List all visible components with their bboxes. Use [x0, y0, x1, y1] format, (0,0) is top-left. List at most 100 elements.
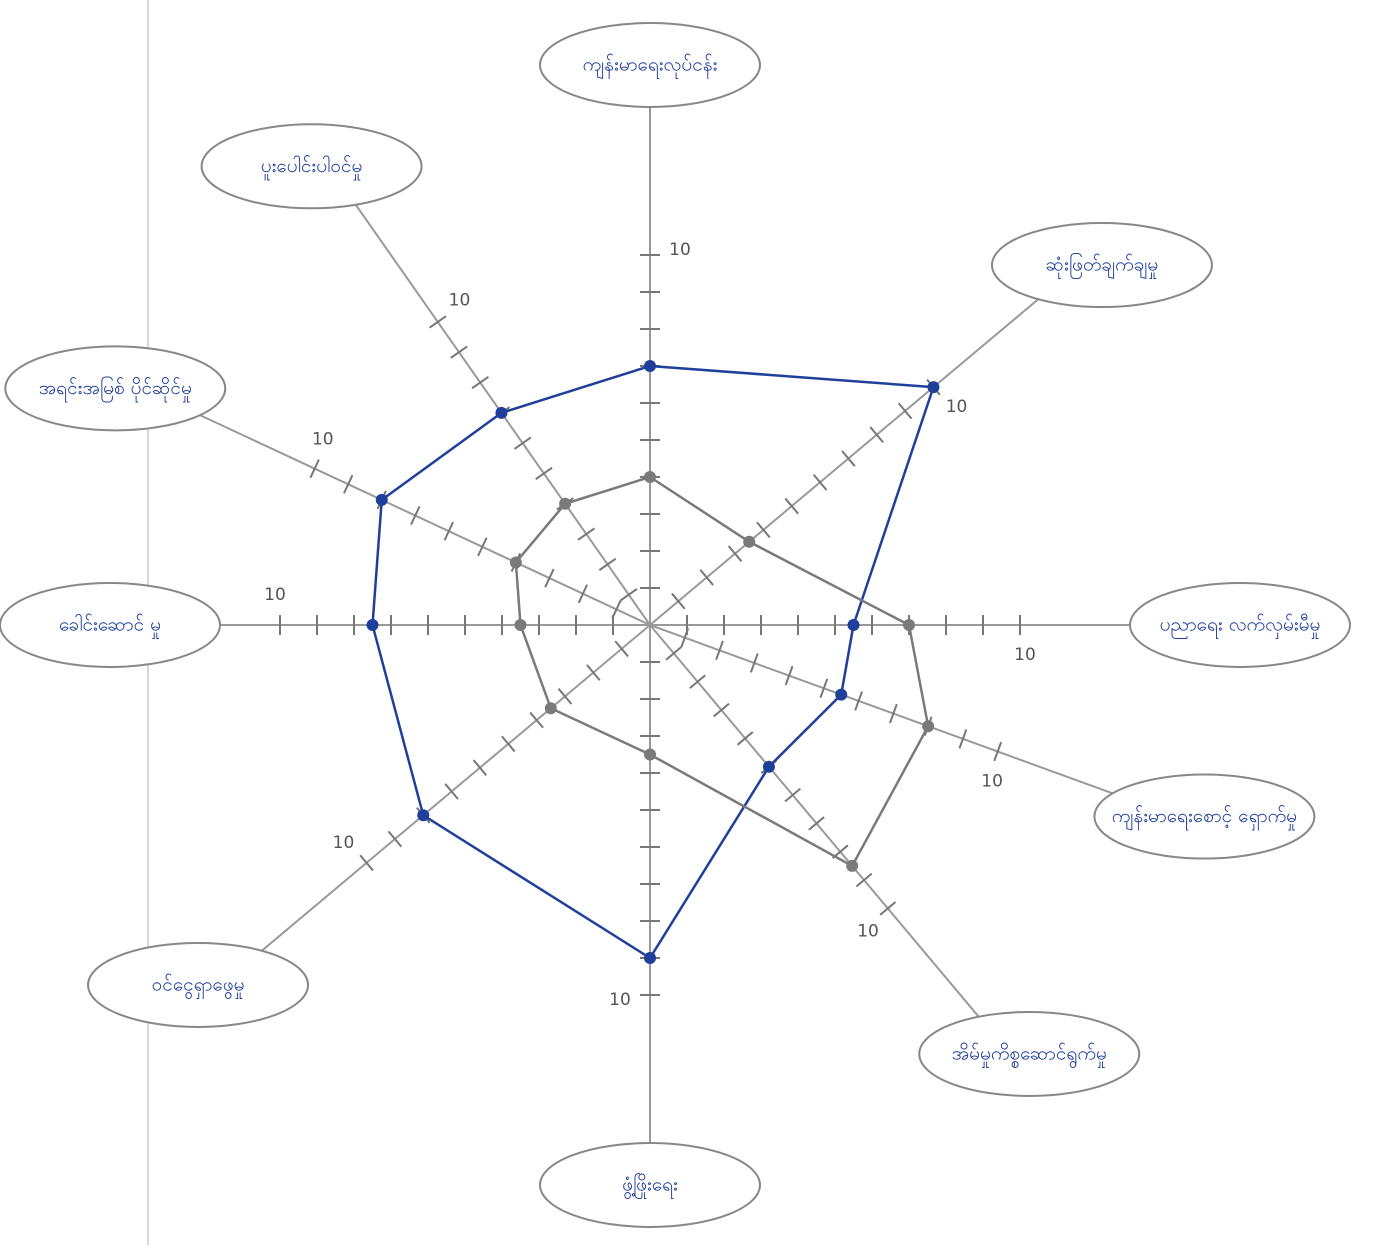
tick-mark — [444, 783, 459, 800]
tick-label: 10 — [312, 429, 334, 449]
tick-mark — [736, 731, 754, 746]
tick-mark — [557, 688, 573, 705]
tick-mark — [577, 584, 589, 604]
tick-mark — [443, 521, 454, 541]
label-cloud — [990, 222, 1213, 309]
tick-mark — [535, 466, 553, 481]
label-cloud — [1129, 582, 1351, 668]
tick-mark — [671, 592, 686, 610]
tick-mark — [513, 436, 532, 450]
tick-mark — [841, 450, 856, 467]
tick-mark — [699, 569, 714, 586]
tick-mark — [477, 537, 488, 557]
tick-mark — [784, 787, 802, 803]
axis-line — [251, 624, 651, 961]
tick-label: 10 — [946, 397, 968, 417]
tick-mark — [611, 599, 622, 619]
axis-label: ဆုံးဖြတ်ချက်ချမှု — [1046, 252, 1159, 280]
axis-label: အရင်းအမြစ် ပိုင်ဆိုင်မှု — [39, 375, 192, 403]
data-point — [366, 619, 379, 631]
label-cloud — [918, 1010, 1141, 1097]
tick-mark — [450, 345, 468, 359]
tick-mark — [471, 375, 489, 390]
tick-label: 10 — [333, 833, 355, 853]
axis-label: ပူးပေါင်းပါဝင်မှု — [261, 154, 363, 181]
data-point — [847, 619, 860, 631]
tick-label: 10 — [1014, 645, 1036, 665]
label-cloud — [0, 582, 221, 668]
series-polygon — [514, 475, 930, 868]
tick-mark — [784, 665, 794, 686]
label-cloud — [1093, 773, 1316, 860]
data-point — [922, 720, 935, 733]
tick-mark — [598, 557, 617, 571]
tick-mark — [529, 711, 544, 729]
data-point — [495, 406, 508, 419]
tick-label: 10 — [449, 291, 471, 311]
tick-mark — [343, 474, 354, 494]
data-point — [846, 859, 859, 872]
data-point — [544, 702, 557, 715]
axis-label: ကျန်းမာရေးလုပ်ငန်း — [583, 53, 718, 80]
label-cloud — [539, 22, 761, 108]
tick-mark — [429, 315, 447, 329]
label-cloud — [539, 1142, 761, 1228]
tick-mark — [854, 691, 863, 711]
tick-label: 10 — [981, 771, 1003, 791]
tick-mark — [410, 506, 421, 526]
tick-mark — [727, 545, 743, 562]
data-point — [835, 688, 848, 701]
tick-mark — [577, 527, 596, 541]
tick-mark — [472, 759, 488, 777]
tick-mark — [713, 702, 730, 718]
data-point — [644, 952, 656, 964]
tick-mark — [715, 640, 724, 661]
tick-mark — [993, 741, 1003, 762]
label-cloud — [87, 941, 310, 1028]
tick-mark — [784, 497, 799, 515]
data-point — [743, 535, 756, 548]
tick-mark — [359, 854, 374, 872]
data-point — [514, 619, 527, 631]
tick-mark — [680, 627, 690, 648]
data-point — [644, 360, 656, 372]
tick-mark — [665, 646, 683, 661]
label-cloud — [4, 345, 227, 432]
data-point — [559, 497, 572, 510]
tick-label: 10 — [609, 990, 631, 1010]
tick-label: 10 — [264, 585, 286, 605]
data-point — [644, 471, 656, 483]
axis-label: အိမ်မှုကိစ္စဆောင်ရွက်မှု — [952, 1041, 1107, 1068]
tick-mark — [309, 459, 320, 479]
tick-mark — [544, 568, 555, 588]
tick-mark — [808, 816, 825, 831]
tick-label: 10 — [669, 240, 691, 260]
tick-mark — [620, 588, 638, 602]
label-cloud — [200, 123, 423, 210]
tick-mark — [869, 426, 884, 444]
tick-mark — [897, 402, 913, 420]
tick-mark — [614, 640, 629, 658]
axis-label: ဝင်ငွေရှာဖွေမှု — [152, 972, 245, 999]
tick-mark — [749, 653, 759, 673]
tick-mark — [889, 703, 898, 724]
tick-mark — [855, 872, 873, 888]
tick-mark — [958, 729, 968, 749]
axis-label: ပညာရေး လက်လှမ်းမီမှု — [1160, 613, 1321, 640]
tick-mark — [501, 735, 516, 753]
tick-label: 10 — [857, 922, 879, 942]
tick-mark — [689, 674, 706, 689]
data-point — [509, 556, 522, 569]
tick-mark — [812, 473, 828, 491]
data-point — [903, 619, 915, 631]
data-point — [927, 381, 940, 394]
data-point — [375, 493, 388, 506]
data-point — [644, 748, 656, 761]
tick-mark — [586, 664, 601, 681]
axis-label: ကျန်းမာရေးစောင့် ရှောက်မှု — [1112, 804, 1297, 831]
tick-mark — [756, 521, 771, 539]
tick-mark — [387, 830, 403, 848]
axis-label: ခေါင်းဆောင် မှု — [59, 613, 161, 640]
data-point — [417, 809, 430, 822]
